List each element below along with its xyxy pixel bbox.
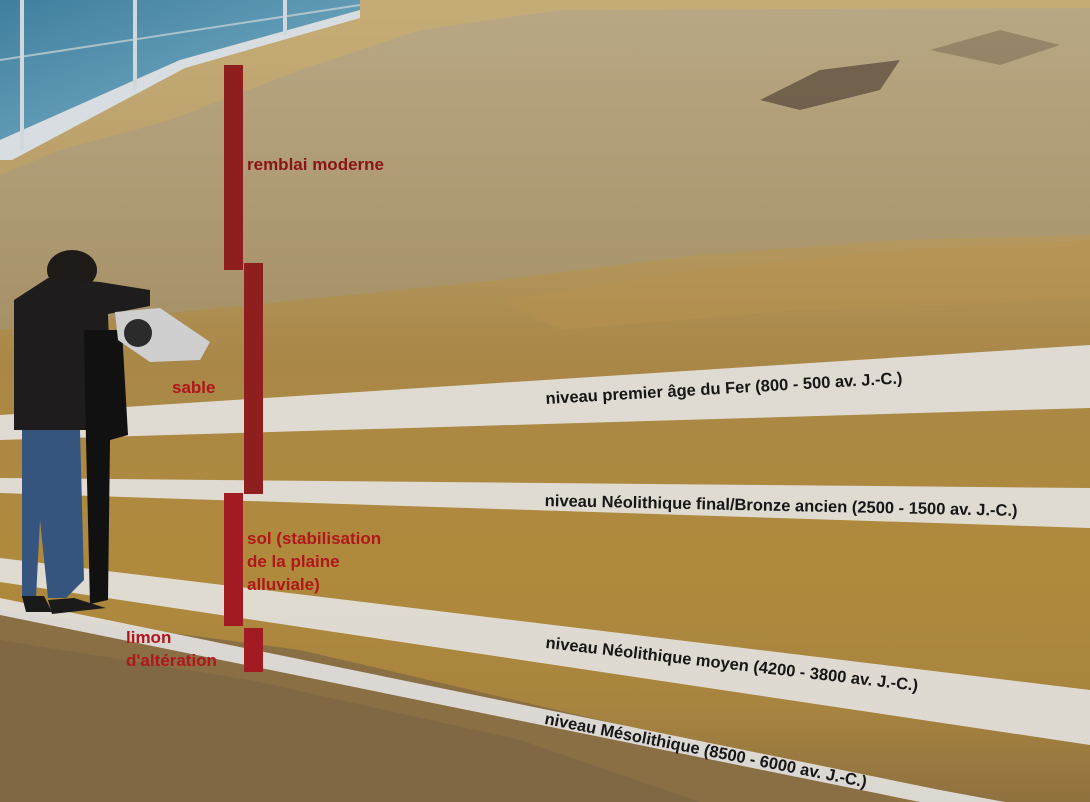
label-limon: limon d'altération [126, 626, 217, 672]
label-sol-line-2: de la plaine [247, 552, 340, 571]
bar-sol [224, 493, 243, 626]
band-fer [0, 345, 1090, 440]
bar-remblai [224, 65, 243, 270]
bar-limon [244, 628, 263, 672]
label-sable: sable [172, 378, 216, 397]
band-neo-final [0, 478, 1090, 528]
label-sol-line-3: alluviale) [247, 575, 320, 594]
label-remblai-moderne: remblai moderne [247, 155, 384, 174]
label-sol: sol (stabilisation de la plaine alluvial… [247, 527, 381, 596]
archaeologist-figure [14, 250, 210, 614]
bar-sable [244, 263, 263, 494]
band-neo-moyen [0, 558, 1090, 745]
label-limon-line-2: d'altération [126, 651, 217, 670]
label-limon-line-1: limon [126, 628, 172, 647]
label-sol-line-1: sol (stabilisation [247, 529, 382, 548]
